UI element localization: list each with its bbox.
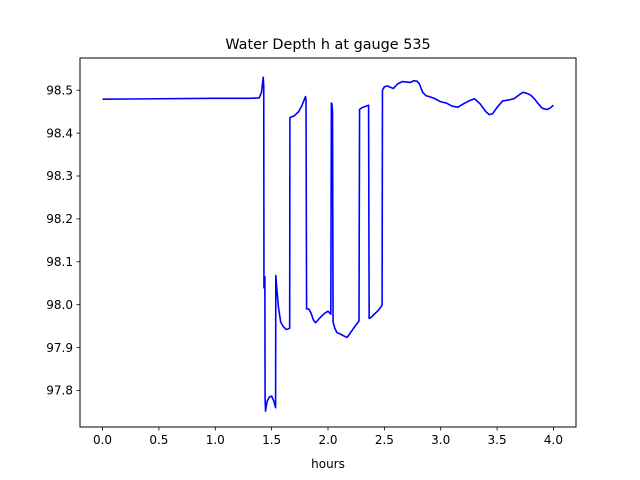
y-tick-label: 98.0 xyxy=(46,298,73,312)
chart-title: Water Depth h at gauge 535 xyxy=(225,37,430,53)
x-tick-label: 1.5 xyxy=(262,433,281,447)
x-axis-label: hours xyxy=(311,457,345,471)
y-tick-label: 97.9 xyxy=(46,341,73,355)
x-tick-label: 0.5 xyxy=(149,433,168,447)
y-tick-label: 98.3 xyxy=(46,169,73,183)
x-tick-label: 3.5 xyxy=(488,433,507,447)
y-tick-label: 98.5 xyxy=(46,83,73,97)
y-tick-label: 98.1 xyxy=(46,255,73,269)
x-tick-label: 4.0 xyxy=(544,433,563,447)
x-tick-label: 2.0 xyxy=(318,433,337,447)
y-tick-label: 98.2 xyxy=(46,212,73,226)
x-tick-label: 1.0 xyxy=(206,433,225,447)
y-tick-label: 97.8 xyxy=(46,384,73,398)
x-tick-label: 0.0 xyxy=(93,433,112,447)
x-tick-label: 2.5 xyxy=(375,433,394,447)
x-tick-label: 3.0 xyxy=(431,433,450,447)
y-tick-label: 98.4 xyxy=(46,126,73,140)
ticks-layer: 0.0 0.5 1.0 1.5 2.0 2.5 3.0 3.5 4.0 97.8 97.9 98.0 9… xyxy=(46,83,563,447)
series-layer xyxy=(102,76,554,412)
series-line xyxy=(102,76,554,412)
plot-area-frame xyxy=(79,57,577,428)
